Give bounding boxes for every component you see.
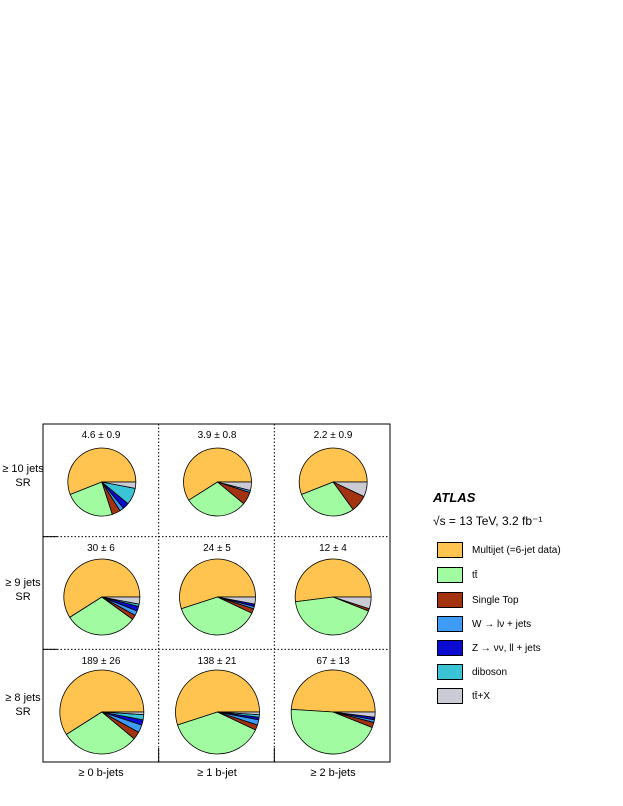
pie-charts bbox=[59, 447, 376, 755]
legend-swatch bbox=[437, 640, 463, 656]
legend-swatch bbox=[437, 567, 463, 583]
legend-swatch bbox=[437, 542, 463, 558]
pie-slice bbox=[188, 481, 245, 517]
legend-label: Multijet (=6-jet data) bbox=[472, 544, 561, 556]
cell-total-r1c2: 12 ± 4 bbox=[319, 543, 347, 554]
legend-swatch bbox=[437, 688, 463, 704]
pie-r2c0 bbox=[59, 669, 145, 755]
pie-r0c0 bbox=[67, 447, 137, 517]
col-label-1-bjet: ≥ 1 b-jet bbox=[197, 767, 237, 779]
legend-swatch bbox=[437, 664, 463, 680]
pie-slice bbox=[101, 481, 137, 489]
cell-total-r0c0: 4.6 ± 0.9 bbox=[81, 430, 121, 441]
row-label-8-jets: ≥ 8 jets SR bbox=[0, 691, 53, 719]
row-label-line2: SR bbox=[15, 706, 31, 718]
outer-frame bbox=[42, 423, 391, 763]
legend-label: W → lν + jets bbox=[472, 618, 532, 630]
pie-r0c1 bbox=[183, 447, 252, 517]
row-label-10-jets: ≥ 10 jets SR bbox=[0, 462, 53, 490]
legend-swatch bbox=[437, 592, 463, 608]
pie-r2c2 bbox=[290, 669, 376, 755]
legend-item-single-top: Single Top bbox=[437, 590, 519, 610]
pie-slice bbox=[183, 447, 252, 501]
row-label-line1: ≥ 8 jets bbox=[5, 692, 41, 704]
cell-total-r2c1: 138 ± 21 bbox=[197, 656, 237, 667]
pie-slice bbox=[177, 711, 256, 755]
pie-slice bbox=[290, 708, 373, 755]
pie-slice bbox=[332, 596, 372, 610]
pie-slice bbox=[290, 669, 376, 713]
pie-r1c2 bbox=[294, 558, 372, 636]
pie-slice bbox=[294, 558, 372, 603]
legend-item-ttx: tt̄+X bbox=[437, 686, 490, 706]
pie-slice bbox=[175, 669, 260, 726]
pie-slice bbox=[217, 481, 252, 491]
pie-slice bbox=[69, 596, 133, 636]
col-label-2-bjets: ≥ 2 b-jets bbox=[310, 767, 356, 779]
pie-slice bbox=[217, 711, 260, 716]
pie-slice bbox=[332, 711, 376, 718]
pie-slice bbox=[295, 596, 369, 636]
pie-slice bbox=[332, 481, 368, 497]
row-label-line2: SR bbox=[15, 477, 31, 489]
legend-label: diboson bbox=[472, 666, 508, 678]
pie-slice bbox=[69, 481, 113, 517]
row-label-9-jets: ≥ 9 jets SR bbox=[0, 576, 53, 604]
pie-r1c1 bbox=[179, 558, 256, 636]
pie-r0c2 bbox=[298, 447, 368, 517]
pie-slice bbox=[179, 558, 256, 610]
grid-frame bbox=[42, 423, 391, 763]
experiment-label: ATLAS bbox=[433, 490, 476, 505]
pie-slice bbox=[101, 711, 145, 716]
cell-total-r1c0: 30 ± 6 bbox=[87, 543, 115, 554]
legend-item-ttbar: tt̄ bbox=[437, 565, 478, 585]
pie-slice bbox=[65, 711, 135, 755]
legend-item-diboson: diboson bbox=[437, 662, 507, 682]
legend-label: tt̄ bbox=[472, 569, 478, 581]
pie-slice bbox=[180, 596, 253, 636]
cell-total-r1c1: 24 ± 5 bbox=[203, 543, 231, 554]
pie-r1c0 bbox=[63, 558, 141, 636]
pie-slice bbox=[67, 447, 137, 495]
pie-slice bbox=[101, 596, 141, 605]
pie-r2c1 bbox=[175, 669, 260, 755]
legend-item-multijet: Multijet (=6-jet data) bbox=[437, 540, 561, 560]
pie-slice bbox=[63, 558, 141, 618]
cell-total-r0c2: 2.2 ± 0.9 bbox=[313, 430, 353, 441]
cell-total-r0c1: 3.9 ± 0.8 bbox=[197, 430, 237, 441]
col-label-0-bjets: ≥ 0 b-jets bbox=[78, 767, 124, 779]
legend-item-zjets: Z → νν, ll + jets bbox=[437, 638, 541, 658]
energy-lumi-label: √s = 13 TeV, 3.2 fb⁻¹ bbox=[433, 514, 543, 528]
legend-label: Single Top bbox=[472, 594, 519, 606]
legend-label: Z → νν, ll + jets bbox=[472, 642, 541, 654]
legend-label: tt̄+X bbox=[472, 690, 491, 702]
pie-slice bbox=[298, 447, 368, 495]
row-label-line1: ≥ 10 jets bbox=[2, 463, 44, 475]
row-label-line1: ≥ 9 jets bbox=[5, 577, 41, 589]
pie-slice bbox=[59, 669, 145, 735]
pie-slice bbox=[217, 596, 256, 605]
cell-total-r2c2: 67 ± 13 bbox=[316, 656, 350, 667]
pie-slice bbox=[301, 481, 354, 517]
cell-total-r2c0: 189 ± 26 bbox=[81, 656, 121, 667]
legend-swatch bbox=[437, 616, 463, 632]
row-label-line2: SR bbox=[15, 591, 31, 603]
legend-item-wjets: W → lν + jets bbox=[437, 614, 531, 634]
